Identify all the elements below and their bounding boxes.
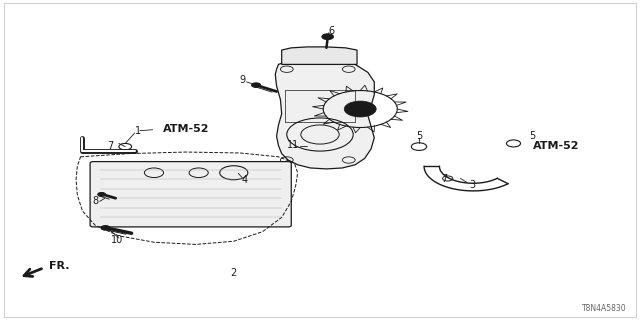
- Text: 8: 8: [92, 196, 99, 206]
- Text: 5: 5: [529, 131, 535, 141]
- Text: 1: 1: [135, 126, 141, 136]
- Text: FR.: FR.: [49, 261, 69, 271]
- Text: 7: 7: [108, 141, 114, 151]
- Circle shape: [344, 101, 376, 117]
- Text: ATM-52: ATM-52: [163, 124, 209, 134]
- Text: 4: 4: [241, 175, 248, 185]
- Text: 7: 7: [442, 174, 447, 184]
- Text: ATM-52: ATM-52: [533, 141, 580, 151]
- Circle shape: [98, 193, 106, 196]
- Text: 3: 3: [469, 180, 475, 190]
- Text: 2: 2: [230, 268, 237, 278]
- Text: 5: 5: [416, 131, 422, 141]
- Circle shape: [101, 226, 110, 230]
- Polygon shape: [282, 47, 357, 64]
- Polygon shape: [275, 58, 374, 169]
- Text: T8N4A5830: T8N4A5830: [582, 304, 627, 313]
- Text: 10: 10: [111, 235, 123, 245]
- Text: 11: 11: [287, 140, 300, 150]
- Circle shape: [322, 34, 333, 40]
- Circle shape: [252, 83, 260, 87]
- FancyBboxPatch shape: [90, 162, 291, 227]
- Text: 6: 6: [328, 26, 335, 36]
- Text: 9: 9: [239, 75, 245, 85]
